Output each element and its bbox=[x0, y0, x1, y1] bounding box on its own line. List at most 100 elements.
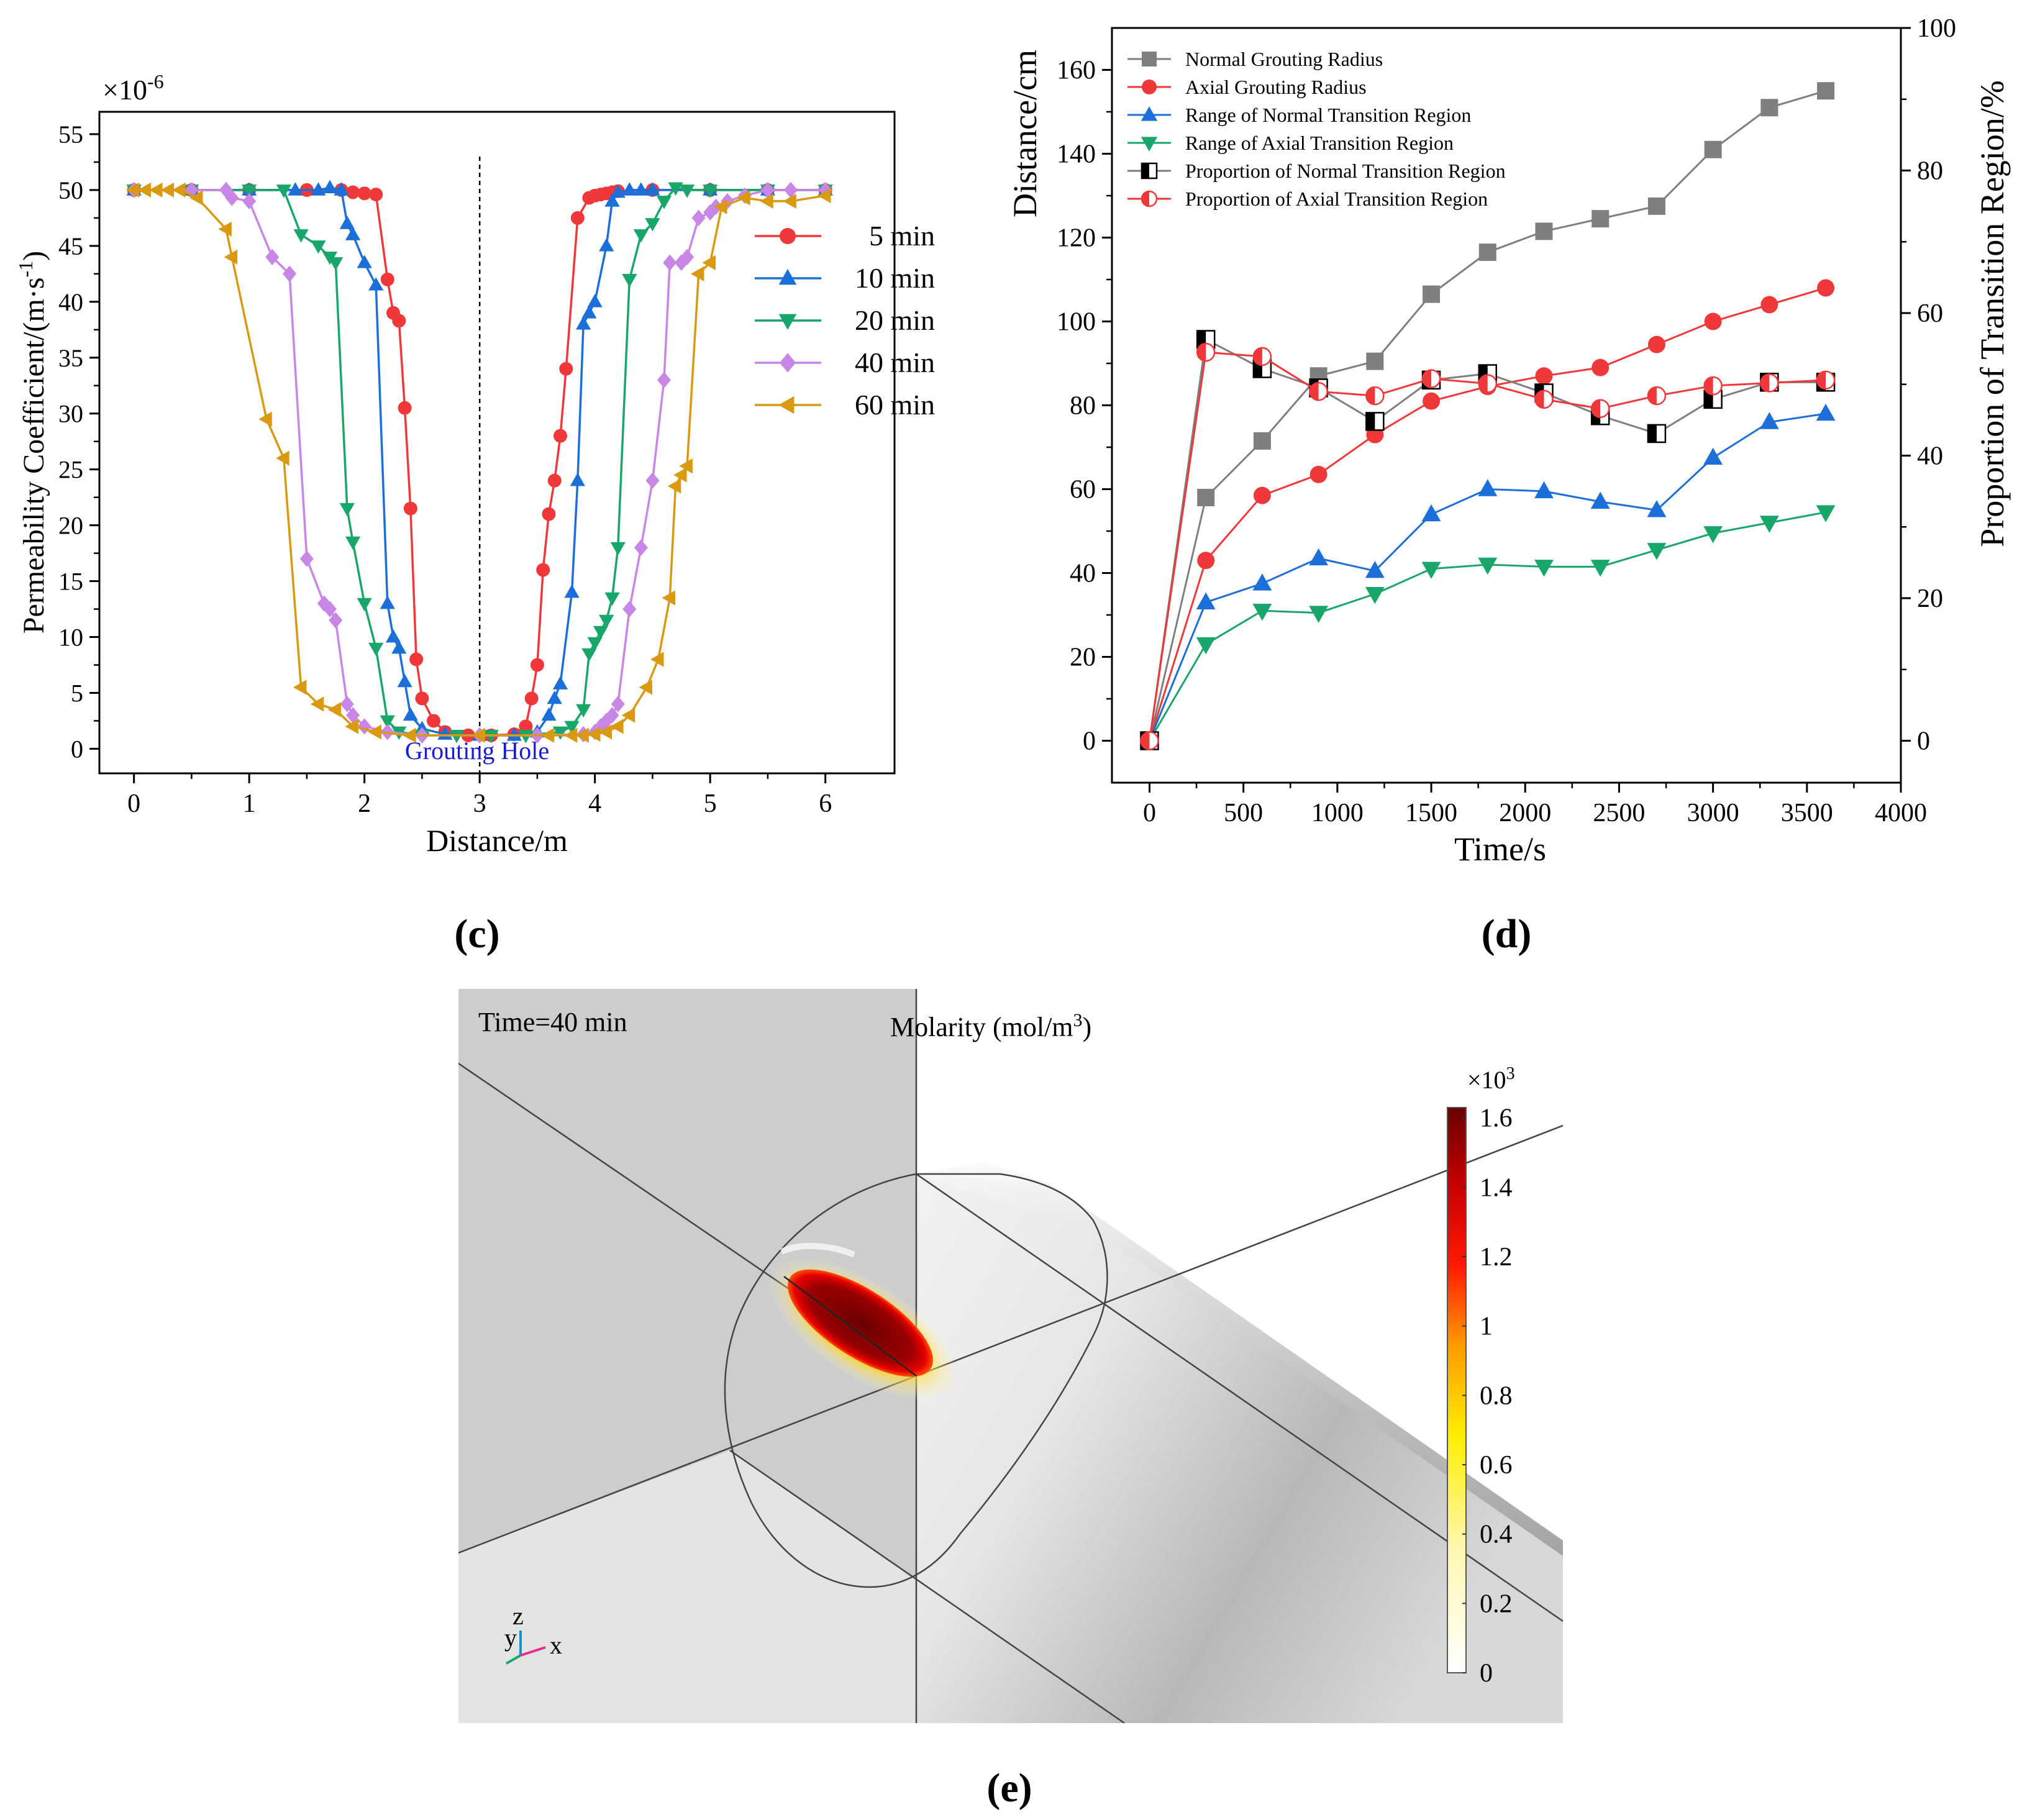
y-tick-label: 20 bbox=[58, 512, 83, 540]
data-point bbox=[380, 595, 395, 609]
data-point bbox=[506, 727, 522, 741]
data-point bbox=[1816, 505, 1836, 522]
x-tick-label: 1500 bbox=[1405, 799, 1457, 827]
data-point bbox=[645, 472, 660, 489]
data-point bbox=[1365, 561, 1385, 578]
data-point bbox=[633, 229, 649, 243]
colorbar-tick-label: 0.8 bbox=[1480, 1381, 1513, 1410]
data-point bbox=[1478, 479, 1498, 496]
data-point bbox=[1252, 604, 1272, 621]
data-point bbox=[322, 180, 338, 194]
data-point bbox=[1647, 335, 1665, 353]
y-tick-label: 10 bbox=[58, 624, 83, 652]
y-tick-label: 60 bbox=[1070, 476, 1096, 504]
data-point bbox=[645, 182, 660, 196]
series-line bbox=[1148, 338, 1826, 741]
legend-marker bbox=[1142, 80, 1157, 94]
data-point bbox=[258, 411, 272, 427]
y2-tick-label: 40 bbox=[1917, 442, 1943, 471]
legend-label: 10 min bbox=[855, 262, 935, 294]
data-point bbox=[380, 272, 394, 286]
legend-label: Axial Grouting Radius bbox=[1185, 76, 1367, 98]
legend-label: 20 min bbox=[855, 304, 935, 336]
y-tick-label: 20 bbox=[1070, 644, 1096, 672]
data-point bbox=[679, 458, 693, 474]
data-point bbox=[547, 473, 562, 488]
legend-label: Normal Grouting Radius bbox=[1185, 48, 1383, 70]
data-point bbox=[1704, 140, 1722, 158]
y-tick-label: 35 bbox=[58, 344, 83, 372]
data-point bbox=[265, 248, 280, 266]
data-point bbox=[587, 294, 603, 307]
data-point bbox=[403, 707, 418, 721]
data-point bbox=[702, 255, 716, 270]
series-line bbox=[1149, 511, 1826, 742]
data-point bbox=[598, 724, 613, 740]
legend-marker bbox=[1141, 162, 1158, 180]
data-point bbox=[1759, 516, 1779, 533]
data-point bbox=[668, 182, 683, 196]
axis-label-z: z bbox=[512, 1602, 524, 1630]
data-point bbox=[1196, 592, 1216, 609]
data-point bbox=[622, 182, 637, 196]
data-point bbox=[1365, 587, 1385, 604]
data-point bbox=[622, 274, 637, 288]
y2-tick-label: 100 bbox=[1917, 14, 1956, 43]
data-point bbox=[1647, 197, 1665, 215]
data-point bbox=[552, 726, 568, 740]
x-tick-label: 3000 bbox=[1687, 799, 1739, 827]
x-tick-label: 3500 bbox=[1781, 799, 1833, 827]
data-point bbox=[329, 612, 343, 629]
data-point bbox=[542, 507, 556, 521]
y2-tick-label: 80 bbox=[1917, 157, 1943, 186]
x-tick-label: 5 bbox=[704, 789, 717, 818]
concentration-core bbox=[788, 1269, 933, 1377]
y-axis-title: Permeability Coefficient/(m·s-1) bbox=[14, 251, 50, 634]
data-point bbox=[656, 196, 672, 209]
data-point bbox=[225, 189, 239, 206]
data-point bbox=[189, 190, 203, 206]
data-point bbox=[328, 257, 344, 271]
series-line bbox=[1148, 351, 1826, 741]
colorbar-tick-label: 1 bbox=[1480, 1313, 1493, 1341]
data-point bbox=[346, 185, 360, 199]
y-tick-label: 0 bbox=[1083, 727, 1096, 756]
series-Axial-Grouting-Radius bbox=[1141, 279, 1835, 750]
y2-tick-label: 60 bbox=[1917, 299, 1943, 328]
data-point bbox=[599, 614, 614, 629]
data-point bbox=[714, 199, 727, 215]
y-tick-label: 25 bbox=[58, 456, 83, 484]
data-point bbox=[385, 629, 401, 643]
data-point bbox=[690, 266, 704, 281]
data-point bbox=[559, 362, 573, 376]
data-point bbox=[657, 371, 671, 388]
data-point bbox=[398, 401, 412, 415]
y-tick-label: 40 bbox=[58, 288, 83, 316]
data-point bbox=[518, 730, 534, 744]
data-point bbox=[564, 584, 580, 598]
data-point bbox=[149, 182, 163, 198]
data-point bbox=[1253, 432, 1271, 450]
data-point bbox=[530, 658, 544, 672]
plot-frame bbox=[98, 111, 896, 775]
data-point bbox=[1647, 424, 1667, 444]
y-tick-label: 55 bbox=[58, 121, 83, 148]
data-point bbox=[1478, 557, 1498, 575]
data-point bbox=[380, 724, 394, 740]
colorbar bbox=[1447, 1107, 1467, 1673]
render-viewport: y z x Time=40 min Molarity (mol/m3) ×103… bbox=[458, 989, 1563, 1723]
series-Normal-Grouting-Radius bbox=[1141, 82, 1835, 750]
y-axis-multiplier: ×10-6 bbox=[102, 70, 164, 106]
data-point bbox=[1534, 481, 1554, 499]
data-point bbox=[1478, 374, 1498, 393]
legend-label: 60 min bbox=[855, 389, 935, 421]
data-point bbox=[1196, 342, 1216, 362]
data-point bbox=[311, 182, 326, 196]
y-tick-label: 45 bbox=[58, 232, 83, 260]
y-tick-label: 120 bbox=[1057, 224, 1096, 253]
data-point bbox=[1759, 412, 1779, 429]
data-point bbox=[1421, 562, 1441, 579]
axis-label-x: x bbox=[550, 1631, 562, 1659]
